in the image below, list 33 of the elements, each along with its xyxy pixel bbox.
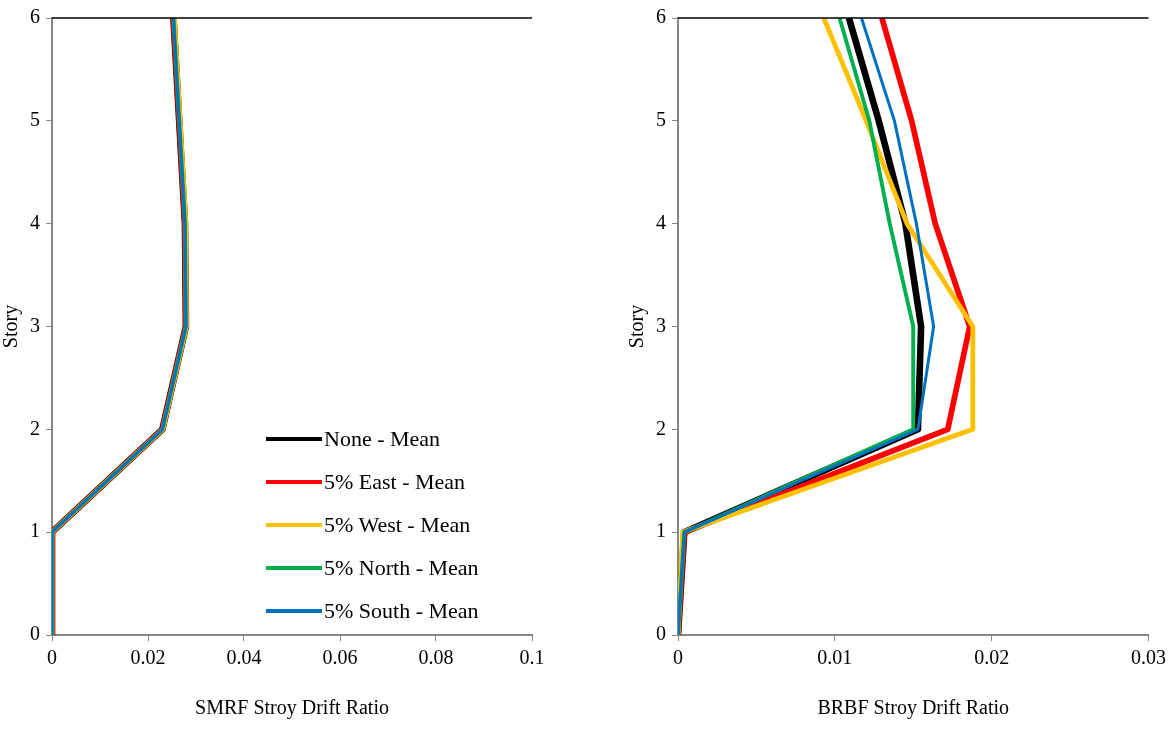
y-tick-label: 4 [30, 210, 40, 233]
y-tick-label: 6 [656, 5, 666, 28]
y-tick-label: 6 [30, 5, 40, 28]
y-tick-label: 4 [656, 210, 666, 233]
y-tick-label: 3 [30, 313, 40, 336]
x-tick-label: 0.03 [1131, 646, 1166, 669]
y-tick-label: 0 [30, 622, 40, 645]
x-tick-label: 0.04 [226, 646, 262, 669]
x-tick-label: 0.01 [817, 646, 853, 669]
legend-label: 5% North - Mean [324, 554, 479, 581]
y-tick-label: 3 [656, 313, 666, 336]
y-axis-title: Story [0, 304, 23, 349]
y-tick-label: 2 [30, 416, 40, 439]
legend-label: 5% West - Mean [324, 511, 471, 538]
y-tick-label: 5 [30, 108, 40, 131]
y-tick-label: 1 [30, 519, 40, 542]
x-axis-title: SMRF Stroy Drift Ratio [195, 696, 389, 720]
y-tick-label: 5 [656, 108, 666, 131]
legend-label: 5% South - Mean [324, 597, 479, 624]
x-tick-label: 0.1 [519, 646, 545, 669]
legend-label: None - Mean [324, 425, 441, 452]
x-tick-label: 0.02 [974, 646, 1010, 669]
x-axis-title: BRBF Stroy Drift Ratio [817, 696, 1010, 720]
y-axis-title: Story [625, 304, 649, 349]
y-tick-label: 1 [656, 519, 666, 542]
x-tick-label: 0 [47, 646, 57, 669]
x-tick-label: 0.06 [322, 646, 358, 669]
legend-label: 5% East - Mean [324, 468, 466, 495]
x-tick-label: 0.08 [418, 646, 454, 669]
y-tick-label: 2 [656, 416, 666, 439]
x-tick-label: 0 [673, 646, 683, 669]
x-tick-label: 0.02 [130, 646, 166, 669]
y-tick-label: 0 [656, 622, 666, 645]
